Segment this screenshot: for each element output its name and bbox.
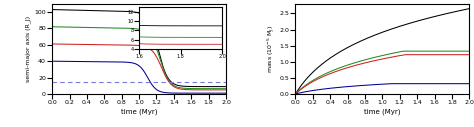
X-axis label: time (Myr): time (Myr) — [121, 108, 157, 115]
Y-axis label: semi-major axis (R_J): semi-major axis (R_J) — [26, 16, 31, 82]
Y-axis label: mass (10$^{-5}$ M$_J$): mass (10$^{-5}$ M$_J$) — [265, 25, 276, 73]
X-axis label: time (Myr): time (Myr) — [364, 108, 401, 115]
